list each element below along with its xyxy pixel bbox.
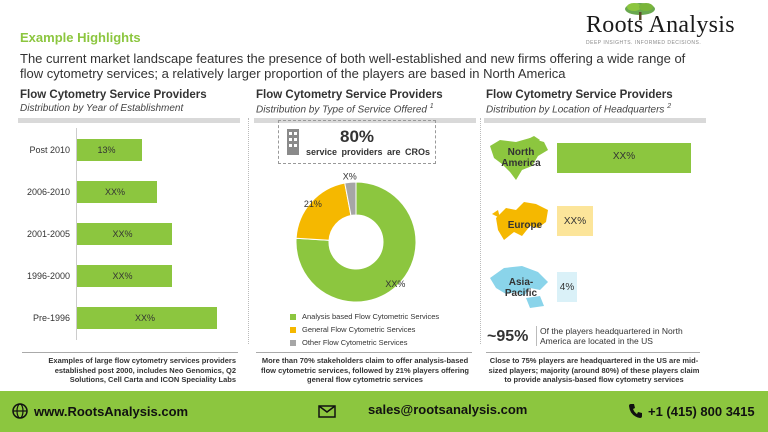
legend-item: Analysis based Flow Cytometric Services bbox=[290, 312, 439, 321]
building-icon bbox=[287, 129, 299, 155]
bar-category-label: 1996-2000 bbox=[26, 271, 70, 281]
panel-subtitle-establishment: Distribution by Year of Establishment bbox=[20, 103, 184, 114]
donut-slice-label: 21% bbox=[304, 199, 322, 209]
logo-wordmark: Roots Analysis bbox=[586, 12, 735, 38]
bar-value-label: XX% bbox=[112, 271, 133, 281]
bar bbox=[77, 307, 217, 329]
panel-divider bbox=[484, 118, 706, 123]
north-america-map-icon bbox=[490, 136, 548, 180]
email-link[interactable]: sales@rootsanalysis.com bbox=[368, 402, 528, 417]
panel-separator bbox=[480, 118, 481, 344]
tree-logo-icon bbox=[625, 3, 655, 20]
phone-link[interactable]: +1 (415) 800 3415 bbox=[648, 404, 755, 419]
establishment-note: Examples of large flow cytometry service… bbox=[48, 356, 236, 384]
legend-item: General Flow Cytometric Services bbox=[290, 325, 415, 334]
bar bbox=[77, 265, 172, 287]
bar-value-label: XX% bbox=[135, 313, 156, 323]
bar-category-label: 2006-2010 bbox=[26, 187, 70, 197]
legend-swatch bbox=[290, 340, 296, 347]
donut-slice-label: X% bbox=[343, 172, 357, 181]
roots-analysis-logo[interactable]: Roots Analysis DEEP INSIGHTS. INFORMED D… bbox=[586, 2, 766, 46]
donut-slice bbox=[344, 181, 357, 217]
legend-label: Other Flow Cytometric Services bbox=[302, 338, 408, 347]
panel-separator bbox=[248, 118, 249, 344]
north-america-value: XX% bbox=[612, 151, 636, 162]
legend-label: General Flow Cytometric Services bbox=[302, 325, 416, 334]
note-divider bbox=[486, 352, 700, 353]
legend-label: Analysis based Flow Cytometric Services bbox=[302, 312, 440, 321]
section-label: Example Highlights bbox=[20, 30, 141, 45]
bar-value-label: XX% bbox=[105, 187, 126, 197]
callout-text: service providers are CROs bbox=[306, 147, 431, 157]
bar-category-label: 2001-2005 bbox=[26, 229, 70, 239]
region-label-asia-pacific: Asia- Pacific bbox=[504, 277, 538, 299]
panel-title-establishment: Flow Cytometry Service Providers bbox=[20, 89, 207, 101]
bar bbox=[77, 223, 172, 245]
service-type-note: More than 70% stakeholders claim to offe… bbox=[261, 356, 469, 384]
legend-swatch bbox=[290, 327, 296, 334]
panel-divider bbox=[18, 118, 240, 123]
asia-pacific-value-box bbox=[557, 272, 577, 302]
north-america-value-box bbox=[557, 143, 691, 173]
note-divider bbox=[256, 352, 472, 353]
location-note: Close to 75% players are headquartered i… bbox=[488, 356, 700, 384]
footer-bar: www.RootsAnalysis.com sales@rootsanalysi… bbox=[0, 391, 768, 432]
bar-axis-line bbox=[76, 128, 77, 340]
us-share-value: ~95% bbox=[487, 328, 529, 345]
legend-item: Other Flow Cytometric Services bbox=[290, 338, 407, 347]
phone-icon bbox=[629, 404, 642, 418]
europe-map-icon bbox=[492, 202, 548, 240]
bar bbox=[77, 139, 142, 161]
logo-tagline: DEEP INSIGHTS. INFORMED DECISIONS. bbox=[586, 40, 702, 46]
asia-pacific-map-icon bbox=[490, 266, 548, 308]
cro-callout-box bbox=[278, 120, 436, 164]
page-headline: The current market landscape features th… bbox=[20, 51, 686, 81]
bar-value-label: XX% bbox=[112, 229, 133, 239]
europe-value-box bbox=[557, 206, 593, 236]
website-link[interactable]: www.RootsAnalysis.com bbox=[34, 404, 189, 419]
legend-swatch bbox=[290, 314, 296, 321]
region-label-north-america: North America bbox=[501, 147, 541, 169]
asia-pacific-value: 4% bbox=[559, 282, 575, 293]
region-label-europe: Europe bbox=[507, 220, 543, 231]
donut-slice bbox=[295, 182, 352, 241]
panel-title-service-type: Flow Cytometry Service Providers bbox=[256, 89, 443, 101]
panel-title-location: Flow Cytometry Service Providers bbox=[486, 89, 673, 101]
note-divider bbox=[22, 352, 238, 353]
panel-subtitle-service-type: Distribution by Type of Service Offered … bbox=[256, 103, 434, 116]
mail-icon bbox=[318, 405, 336, 418]
bar-value-label: 13% bbox=[97, 145, 116, 155]
bar bbox=[77, 181, 157, 203]
us-share-text: Of the players headquartered in North Am… bbox=[536, 326, 696, 346]
globe-icon bbox=[12, 403, 28, 419]
bar-category-label: Post 2010 bbox=[29, 145, 70, 155]
donut-slice-label: XX% bbox=[385, 279, 405, 289]
callout-value: 80% bbox=[340, 127, 375, 146]
service-type-donut-chart: XX% 21% X% bbox=[295, 172, 417, 303]
europe-value: XX% bbox=[563, 216, 587, 227]
donut-slice bbox=[295, 181, 417, 303]
bar-category-label: Pre-1996 bbox=[32, 313, 70, 323]
panel-subtitle-location: Distribution by Location of Headquarters… bbox=[486, 103, 672, 116]
